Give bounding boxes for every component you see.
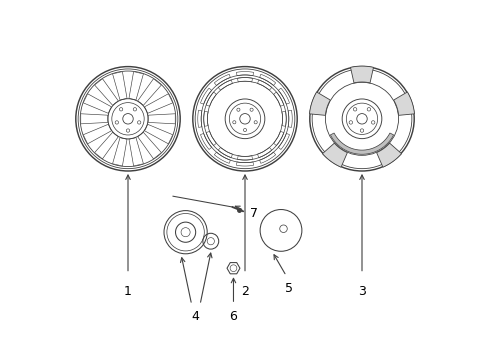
Polygon shape xyxy=(113,72,127,100)
Polygon shape xyxy=(95,79,118,105)
Circle shape xyxy=(353,108,357,111)
Polygon shape xyxy=(288,110,292,127)
Polygon shape xyxy=(278,88,290,104)
Polygon shape xyxy=(322,143,347,167)
Circle shape xyxy=(244,129,246,132)
Polygon shape xyxy=(95,132,118,159)
Text: 3: 3 xyxy=(358,285,366,298)
Polygon shape xyxy=(129,138,144,166)
Polygon shape xyxy=(393,92,415,115)
Polygon shape xyxy=(236,162,254,166)
Circle shape xyxy=(371,121,375,124)
Polygon shape xyxy=(129,72,144,100)
Polygon shape xyxy=(214,74,230,85)
Polygon shape xyxy=(330,133,393,154)
Polygon shape xyxy=(83,124,111,144)
Circle shape xyxy=(233,121,236,124)
Polygon shape xyxy=(81,114,108,124)
Circle shape xyxy=(115,121,119,124)
Polygon shape xyxy=(238,156,252,160)
Text: 5: 5 xyxy=(285,282,293,294)
Polygon shape xyxy=(258,80,272,90)
Text: 4: 4 xyxy=(192,310,199,323)
Circle shape xyxy=(126,129,130,132)
Circle shape xyxy=(138,121,141,124)
Text: 2: 2 xyxy=(241,285,249,298)
Polygon shape xyxy=(206,92,217,106)
Polygon shape xyxy=(282,111,286,126)
Polygon shape xyxy=(204,111,208,126)
Polygon shape xyxy=(236,72,254,76)
Polygon shape xyxy=(218,147,232,158)
Polygon shape xyxy=(148,114,175,124)
Circle shape xyxy=(250,108,253,111)
Polygon shape xyxy=(260,74,276,85)
Polygon shape xyxy=(310,92,330,115)
Polygon shape xyxy=(138,132,161,159)
Polygon shape xyxy=(377,143,401,167)
Polygon shape xyxy=(200,88,212,104)
Polygon shape xyxy=(198,110,202,127)
Polygon shape xyxy=(206,131,217,145)
Polygon shape xyxy=(214,152,230,163)
Circle shape xyxy=(349,121,352,124)
Text: 6: 6 xyxy=(229,310,238,323)
Circle shape xyxy=(254,121,257,124)
Text: 1: 1 xyxy=(124,285,132,298)
Polygon shape xyxy=(83,94,111,113)
Polygon shape xyxy=(145,94,173,113)
Circle shape xyxy=(360,129,364,132)
Circle shape xyxy=(367,108,370,111)
Polygon shape xyxy=(138,79,161,105)
Polygon shape xyxy=(273,131,284,145)
Circle shape xyxy=(133,108,137,111)
Polygon shape xyxy=(218,80,232,90)
Circle shape xyxy=(120,108,123,111)
Polygon shape xyxy=(200,134,212,149)
Polygon shape xyxy=(273,92,284,106)
Polygon shape xyxy=(278,134,290,149)
Circle shape xyxy=(237,108,240,111)
Polygon shape xyxy=(145,124,173,144)
Polygon shape xyxy=(227,262,240,274)
Polygon shape xyxy=(258,147,272,158)
Polygon shape xyxy=(113,138,127,166)
Polygon shape xyxy=(238,77,252,82)
Polygon shape xyxy=(350,66,373,83)
Text: 7: 7 xyxy=(250,207,258,220)
Polygon shape xyxy=(260,152,276,163)
